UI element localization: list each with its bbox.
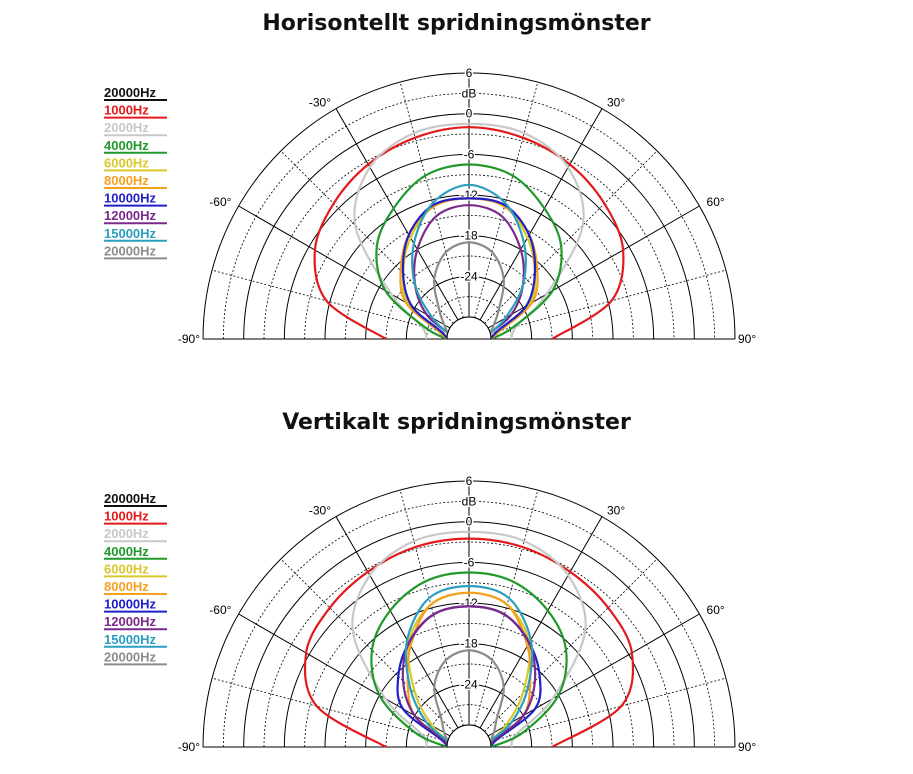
legend-item-15000Hz: 15000Hz	[104, 632, 157, 647]
polar-spoke-dashed	[280, 150, 454, 324]
legend-item-15000Hz: 15000Hz	[104, 226, 157, 241]
polar-ring-dashed	[344, 622, 594, 748]
legend-item-1000Hz: 1000Hz	[104, 509, 149, 524]
legend-item-10000Hz: 10000Hz	[104, 191, 157, 206]
radial-tick-label: -18	[460, 229, 478, 243]
series-line-2000Hz	[351, 530, 587, 748]
polar-spoke-solid	[487, 613, 700, 737]
legend-item-12000Hz: 12000Hz	[104, 208, 157, 223]
radial-unit-label: dB	[462, 86, 477, 100]
angle-tick-label: -30°	[309, 95, 331, 109]
legend-item-2000Hz: 2000Hz	[104, 120, 149, 135]
radial-unit-label: dB	[462, 494, 477, 508]
series-line-12000Hz	[401, 605, 537, 748]
radial-tick-label: -6	[464, 147, 475, 161]
legend-item-10000Hz: 10000Hz	[104, 597, 157, 612]
legend-item-20000Hz: 20000Hz	[104, 491, 157, 506]
legend-item-8000Hz: 8000Hz	[104, 173, 149, 188]
polar-spoke-dashed	[211, 269, 448, 334]
angle-tick-label: 30°	[607, 95, 625, 109]
polar-spoke-dashed	[474, 81, 539, 318]
chart-title-horizontal: Horisontellt spridningsmönster	[262, 11, 651, 36]
series-line-1000Hz	[313, 126, 625, 340]
radial-tick-label: 6	[466, 66, 473, 80]
legend-item-6000Hz: 6000Hz	[104, 155, 149, 170]
polar-spoke-dashed	[280, 558, 454, 732]
polar-spoke-dashed	[474, 489, 539, 726]
angle-tick-label: -60°	[209, 603, 231, 617]
legend-item-20000Hz: 20000Hz	[104, 649, 157, 664]
radial-tick-label: 0	[466, 107, 473, 121]
legend-item-2000Hz: 2000Hz	[104, 526, 149, 541]
legend-item-20000Hz: 20000Hz	[104, 243, 157, 258]
angle-tick-label: 60°	[707, 603, 725, 617]
angle-tick-label: 90°	[738, 332, 756, 346]
series-line-12000Hz	[413, 204, 525, 340]
radial-tick-label: -6	[464, 555, 475, 569]
radial-tick-label: 6	[466, 474, 473, 488]
polar-spoke-solid	[479, 108, 603, 321]
radial-tick-label: -12	[460, 596, 478, 610]
polar-spoke-solid	[487, 205, 700, 329]
polar-spoke-dashed	[490, 269, 727, 334]
polar-spoke-dashed	[490, 677, 727, 742]
series-line-20000Hz	[433, 241, 505, 340]
angle-tick-label: -90°	[178, 740, 200, 754]
series-line-4000Hz	[375, 163, 563, 340]
legend-item-20000Hz: 20000Hz	[104, 85, 157, 100]
series-line-20000Hz	[433, 649, 505, 748]
radial-tick-label: 0	[466, 515, 473, 529]
vertical-polar-chart: -90° -60° -30° 30° 60° 90° 6 0 -6 -12 -18 -24 dB 2000…	[104, 473, 756, 754]
legend-item-1000Hz: 1000Hz	[104, 103, 149, 118]
chart-title-vertical: Vertikalt spridningsmönster	[282, 410, 631, 435]
angle-tick-label: 90°	[738, 740, 756, 754]
polar-center-hole	[446, 316, 492, 340]
polar-center-hole	[446, 724, 492, 748]
legend-item-4000Hz: 4000Hz	[104, 138, 149, 153]
polar-spoke-solid	[335, 108, 459, 321]
legend-item-8000Hz: 8000Hz	[104, 579, 149, 594]
polar-spoke-dashed	[399, 489, 464, 726]
polar-spoke-solid	[479, 516, 603, 729]
radial-tick-label: -24	[460, 269, 478, 283]
angle-tick-label: 30°	[607, 503, 625, 517]
series-line-10000Hz	[401, 197, 537, 340]
legend-item-6000Hz: 6000Hz	[104, 561, 149, 576]
polar-spoke-dashed	[399, 81, 464, 318]
legend-item-4000Hz: 4000Hz	[104, 544, 149, 559]
series-line-15000Hz	[404, 585, 534, 748]
legend-item-12000Hz: 12000Hz	[104, 614, 157, 629]
polar-spoke-solid	[335, 516, 459, 729]
series-line-1000Hz	[303, 537, 635, 748]
series-line-15000Hz	[411, 183, 527, 340]
angle-tick-label: -90°	[178, 332, 200, 346]
radial-tick-label: -24	[460, 677, 478, 691]
polar-spoke-solid	[238, 205, 451, 329]
radial-tick-label: -12	[460, 188, 478, 202]
radial-tick-label: -18	[460, 637, 478, 651]
polar-spoke-dashed	[211, 677, 448, 742]
polar-spoke-dashed	[484, 558, 658, 732]
angle-tick-label: -30°	[309, 503, 331, 517]
series-line-4000Hz	[370, 571, 568, 749]
angle-tick-label: 60°	[707, 195, 725, 209]
angle-tick-label: -60°	[209, 195, 231, 209]
polar-ring-dashed	[344, 214, 594, 340]
series-line-2000Hz	[353, 122, 585, 340]
polar-spoke-solid	[238, 613, 451, 737]
polar-spoke-dashed	[484, 150, 658, 324]
horizontal-polar-chart: -90° -60° -30° 30° 60° 90° 6 0 -6 -12 -18 -24 dB 2000…	[104, 65, 756, 346]
